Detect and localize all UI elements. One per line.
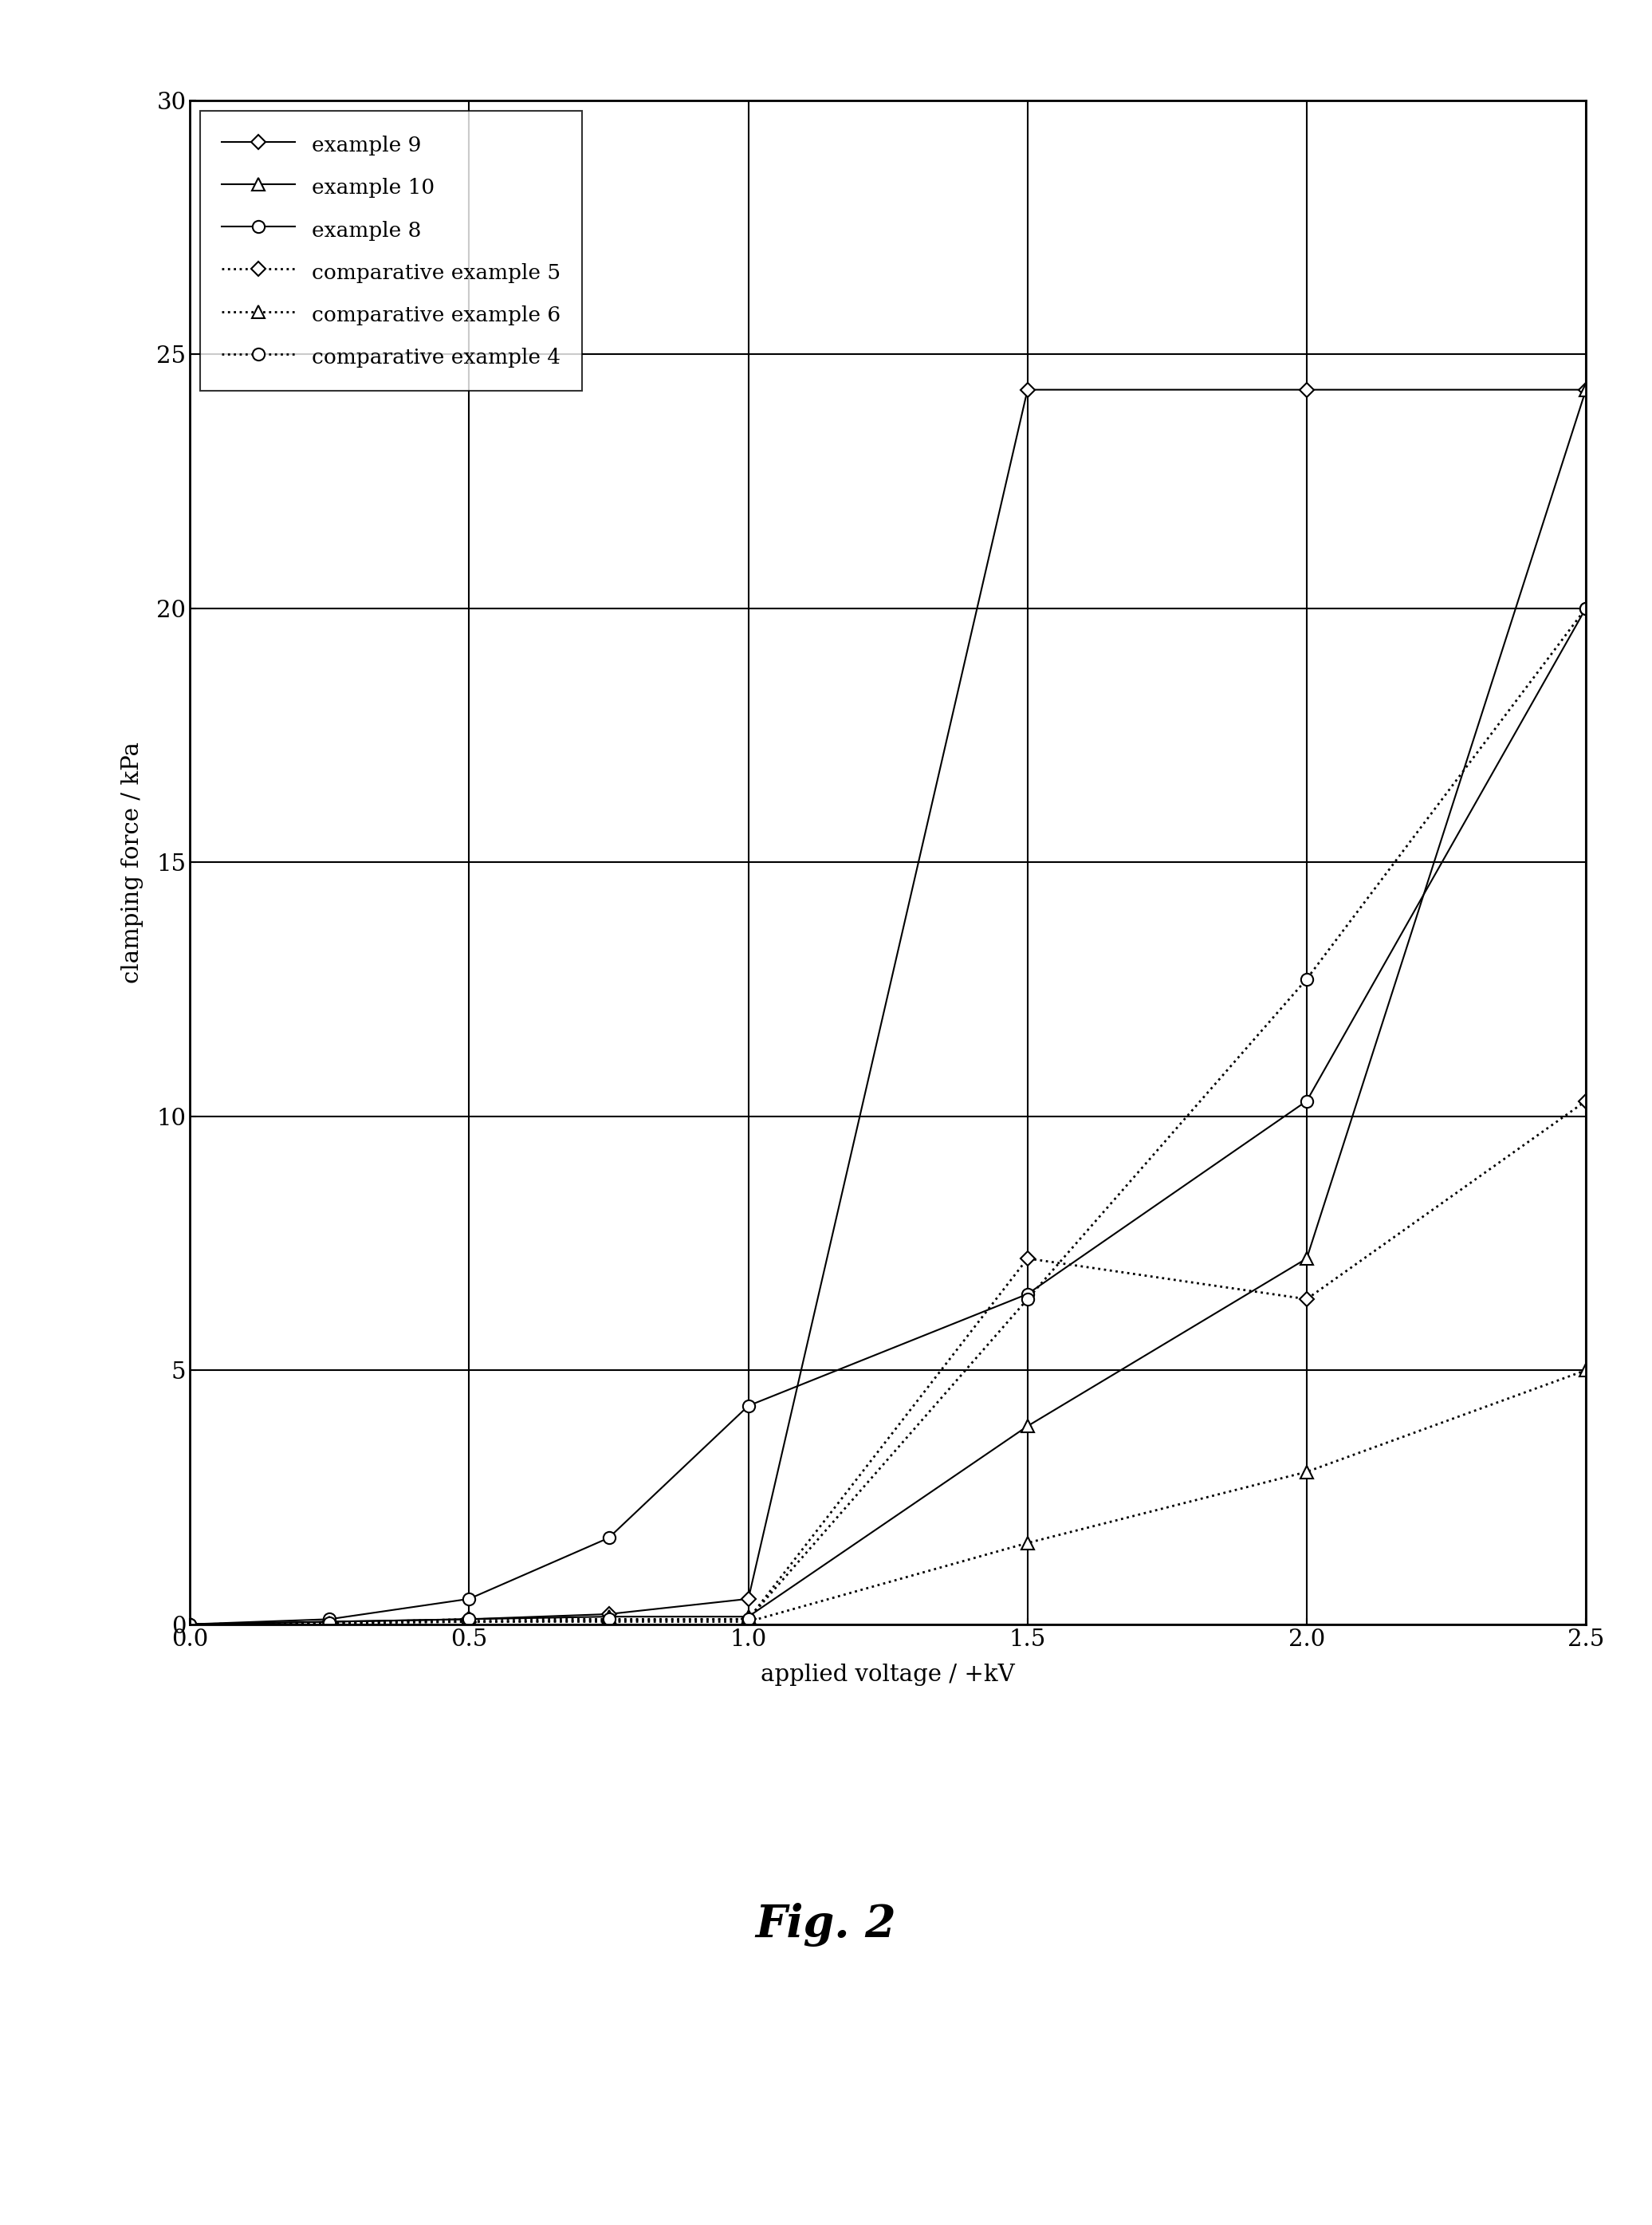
example 9 xyxy=(320,1609,340,1635)
comparative example 6 xyxy=(598,1609,618,1635)
comparative example 4 xyxy=(320,1609,340,1635)
comparative example 6 xyxy=(459,1609,479,1635)
example 8 xyxy=(738,1393,758,1420)
example 9 xyxy=(598,1600,618,1626)
comparative example 4 xyxy=(1297,966,1317,992)
X-axis label: applied voltage / +kV: applied voltage / +kV xyxy=(762,1664,1014,1687)
Text: Fig. 2: Fig. 2 xyxy=(755,1902,897,1947)
Line: comparative example 6: comparative example 6 xyxy=(183,1364,1593,1631)
example 8 xyxy=(320,1606,340,1633)
comparative example 6 xyxy=(320,1609,340,1635)
comparative example 6 xyxy=(1576,1357,1596,1384)
comparative example 4 xyxy=(1576,594,1596,621)
comparative example 4 xyxy=(598,1606,618,1633)
example 8 xyxy=(1576,594,1596,621)
Line: example 9: example 9 xyxy=(185,385,1591,1629)
Line: example 8: example 8 xyxy=(183,603,1593,1631)
comparative example 4 xyxy=(738,1606,758,1633)
comparative example 4 xyxy=(459,1606,479,1633)
example 10 xyxy=(1297,1246,1317,1273)
example 10 xyxy=(1018,1413,1037,1440)
comparative example 5 xyxy=(459,1609,479,1635)
example 10 xyxy=(180,1611,200,1638)
example 8 xyxy=(180,1611,200,1638)
example 9 xyxy=(1576,376,1596,403)
comparative example 4 xyxy=(1018,1286,1037,1313)
comparative example 5 xyxy=(180,1611,200,1638)
example 10 xyxy=(738,1604,758,1631)
example 10 xyxy=(598,1604,618,1631)
comparative example 5 xyxy=(1297,1286,1317,1313)
Y-axis label: clamping force / kPa: clamping force / kPa xyxy=(121,741,144,983)
example 8 xyxy=(459,1586,479,1613)
example 10 xyxy=(1576,376,1596,403)
comparative example 5 xyxy=(1576,1088,1596,1115)
example 9 xyxy=(738,1586,758,1613)
comparative example 6 xyxy=(180,1611,200,1638)
comparative example 6 xyxy=(738,1609,758,1635)
example 8 xyxy=(1297,1088,1317,1115)
example 10 xyxy=(320,1609,340,1635)
comparative example 6 xyxy=(1018,1529,1037,1555)
example 9 xyxy=(1297,376,1317,403)
comparative example 6 xyxy=(1297,1460,1317,1486)
comparative example 4 xyxy=(180,1611,200,1638)
Line: example 10: example 10 xyxy=(183,383,1593,1631)
example 8 xyxy=(598,1524,618,1551)
Line: comparative example 4: comparative example 4 xyxy=(183,603,1593,1631)
example 9 xyxy=(180,1611,200,1638)
Legend: example 9, example 10, example 8, comparative example 5, comparative example 6, : example 9, example 10, example 8, compar… xyxy=(200,111,582,392)
example 8 xyxy=(1018,1282,1037,1308)
comparative example 5 xyxy=(738,1606,758,1633)
example 9 xyxy=(1018,376,1037,403)
example 10 xyxy=(459,1606,479,1633)
Line: comparative example 5: comparative example 5 xyxy=(185,1097,1591,1629)
example 9 xyxy=(459,1606,479,1633)
comparative example 5 xyxy=(1018,1246,1037,1273)
